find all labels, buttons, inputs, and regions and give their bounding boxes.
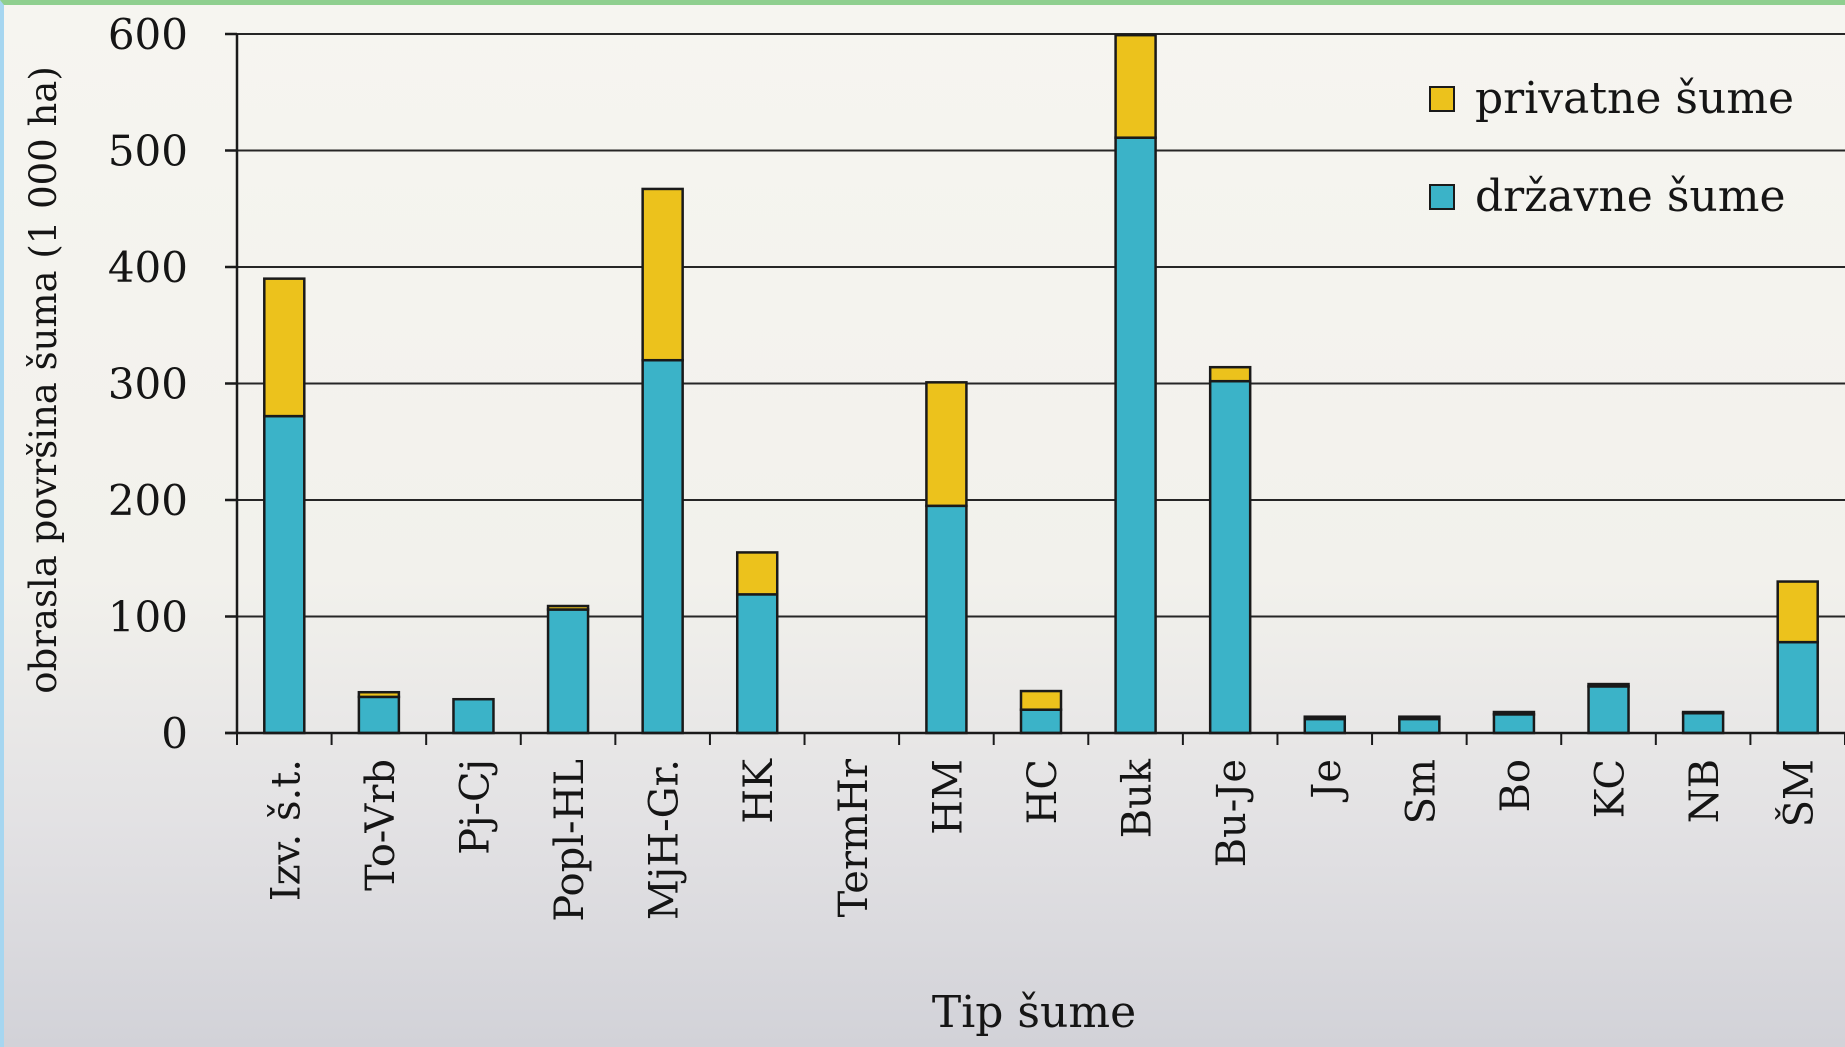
- y-axis-title: obrasla površina šuma (1 000 ha): [22, 66, 65, 694]
- x-tick-label: HK: [736, 758, 782, 824]
- bar-drzavne-16: [1776, 640, 1819, 735]
- legend-label-drzavne-sume: državne šume: [1475, 171, 1786, 222]
- x-tick-label: Bu-Je: [1209, 759, 1255, 867]
- x-tick-label: Bo: [1493, 759, 1539, 812]
- bar-drzavne-3: [546, 608, 590, 735]
- bar-privatne-15: [1681, 710, 1725, 715]
- bar-privatne-11: [1303, 715, 1347, 721]
- legend: privatne šume državne šume: [1429, 73, 1794, 222]
- x-tick-label: KC: [1588, 759, 1634, 818]
- legend-swatch-privatne-sume: [1429, 86, 1455, 112]
- bar-drzavne-11: [1303, 717, 1347, 735]
- x-tick-label: Pj-Cj: [452, 759, 498, 855]
- bar-privatne-14: [1587, 682, 1630, 688]
- bar-drzavne-8: [1019, 708, 1063, 735]
- legend-label-privatne-sume: privatne šume: [1475, 73, 1794, 124]
- bar-drzavne-14: [1587, 685, 1630, 735]
- x-tick-label: HM: [925, 759, 971, 835]
- y-tick-label: 200: [108, 476, 188, 525]
- y-tick-label: 0: [161, 709, 188, 758]
- bar-privatne-8: [1019, 689, 1063, 711]
- y-tick-label: 400: [108, 243, 188, 292]
- y-tick-label: 600: [108, 10, 188, 59]
- bar-drzavne-1: [357, 695, 401, 735]
- bar-privatne-0: [263, 277, 306, 418]
- bar-drzavne-0: [263, 414, 306, 735]
- bar-privatne-4: [641, 187, 684, 362]
- axes: [225, 32, 1845, 745]
- gridlines: [237, 33, 1845, 618]
- x-tick-label: Popl-HL: [547, 759, 593, 922]
- bar-privatne-16: [1776, 580, 1819, 644]
- bar-privatne-7: [925, 381, 968, 508]
- bar-drzavne-12: [1398, 717, 1441, 735]
- x-tick-label: Izv. š.t.: [263, 759, 309, 901]
- x-tick-label: NB: [1682, 759, 1728, 823]
- bar-privatne-10: [1208, 365, 1252, 383]
- bar-drzavne-2: [452, 697, 495, 735]
- x-axis-title: Tip šume: [932, 987, 1136, 1038]
- bar-drzavne-4: [641, 358, 684, 735]
- y-tick-label: 500: [108, 127, 188, 176]
- bar-privatne-3: [546, 604, 590, 611]
- x-tick-labels: Izv. š.t. To-Vrb Pj-Cj Popl-HL MjH-Gr. HK Term…: [263, 758, 1822, 922]
- bar-privatne-5: [735, 551, 779, 596]
- x-tick-label: TermHr: [831, 758, 877, 917]
- bar-privatne-9: [1114, 33, 1157, 139]
- x-tick-label: MjH-Gr.: [642, 759, 688, 920]
- bar-drzavne-5: [735, 593, 779, 735]
- y-tick-label: 300: [108, 360, 188, 409]
- bar-drzavne-7: [925, 504, 968, 735]
- x-tick-label: HC: [1020, 759, 1066, 825]
- bar-drzavne-15: [1681, 711, 1725, 735]
- x-tick-label: To-Vrb: [358, 759, 404, 891]
- bar-privatne-1: [357, 690, 401, 699]
- bar-privatne-13: [1492, 710, 1536, 716]
- bar-privatne-12: [1398, 715, 1441, 721]
- bar-drzavne-13: [1492, 713, 1536, 735]
- y-tick-label: 100: [108, 593, 188, 642]
- bar-drzavne-10: [1208, 379, 1252, 735]
- x-tick-label: Sm: [1398, 759, 1444, 824]
- x-tick-label: Je: [1304, 759, 1350, 803]
- y-tick-labels: 0 100 200 300 400 500 600: [108, 10, 188, 758]
- x-tick-label: ŠM: [1776, 759, 1823, 827]
- legend-swatch-drzavne-sume: [1429, 184, 1455, 210]
- bar-drzavne-9: [1114, 136, 1157, 735]
- x-tick-label: Buk: [1115, 758, 1161, 838]
